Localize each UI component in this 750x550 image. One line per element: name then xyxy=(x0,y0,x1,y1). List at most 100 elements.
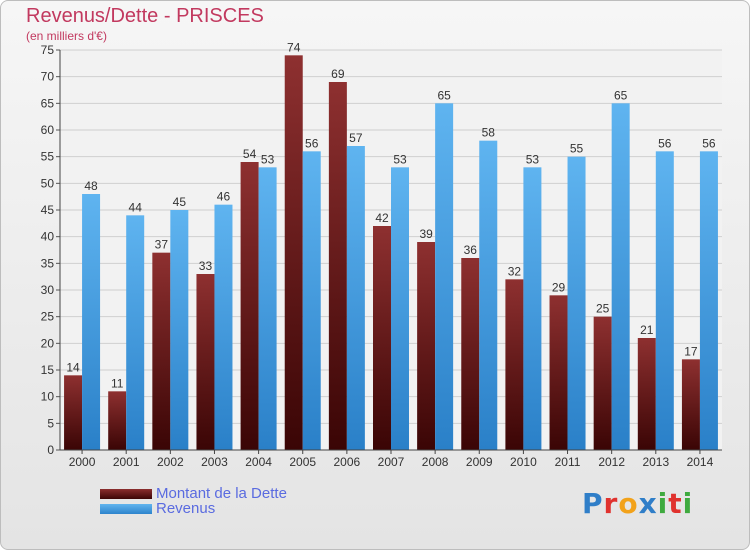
legend-swatch-revenue xyxy=(100,504,152,515)
y-tick-label: 25 xyxy=(41,310,55,324)
y-tick-label: 5 xyxy=(47,416,54,430)
revenue-bar xyxy=(435,103,454,450)
debt-value-label: 39 xyxy=(419,227,433,241)
y-tick-label: 20 xyxy=(41,336,55,350)
debt-value-label: 17 xyxy=(684,344,698,358)
debt-bar xyxy=(681,359,700,450)
revenue-bar xyxy=(523,167,542,451)
chart-legend: Montant de la Dette Revenus xyxy=(100,486,287,516)
y-tick-label: 40 xyxy=(41,230,55,244)
debt-value-label: 29 xyxy=(552,280,566,294)
y-tick-label: 70 xyxy=(41,70,55,84)
x-tick-label: 2006 xyxy=(334,455,361,469)
x-tick-label: 2000 xyxy=(69,455,96,469)
x-tick-label: 2010 xyxy=(510,455,537,469)
x-tick-label: 2003 xyxy=(201,455,228,469)
debt-bar xyxy=(284,55,303,450)
revenue-bar xyxy=(170,210,189,450)
debt-bar xyxy=(549,295,568,450)
logo-letter: i xyxy=(657,487,669,520)
x-tick-label: 2011 xyxy=(555,455,581,469)
debt-bar xyxy=(461,258,480,450)
revenue-bar xyxy=(82,194,101,450)
revenue-bar xyxy=(391,167,409,451)
revenue-value-label: 48 xyxy=(84,179,98,193)
revenue-value-label: 56 xyxy=(658,136,672,150)
logo-letter: o xyxy=(618,487,639,520)
debt-bar xyxy=(593,316,612,450)
y-tick-label: 35 xyxy=(41,256,55,270)
debt-value-label: 33 xyxy=(199,259,213,273)
debt-value-label: 54 xyxy=(243,147,257,161)
revenue-value-label: 53 xyxy=(526,152,540,166)
legend-swatch-debt xyxy=(100,489,152,500)
revenue-bar xyxy=(346,146,365,450)
revenue-bar xyxy=(302,151,321,451)
debt-value-label: 11 xyxy=(111,376,124,390)
proxiti-logo: Proxiti xyxy=(582,487,693,520)
logo-letter: P xyxy=(582,487,604,520)
revenue-value-label: 57 xyxy=(349,131,363,145)
x-tick-label: 2012 xyxy=(598,455,625,469)
debt-bar xyxy=(64,375,83,450)
revenue-bar xyxy=(258,167,277,451)
debt-value-label: 32 xyxy=(508,264,522,278)
legend-label-revenue: Revenus xyxy=(156,500,216,517)
revenue-value-label: 44 xyxy=(129,200,143,214)
y-tick-label: 15 xyxy=(41,363,55,377)
logo-letter: i xyxy=(682,487,694,520)
revenue-bar xyxy=(479,140,498,450)
x-tick-label: 2013 xyxy=(642,455,669,469)
chart-title: Revenus/Dette - PRISCES xyxy=(26,5,264,27)
logo-letter: r xyxy=(603,487,619,520)
y-tick-label: 65 xyxy=(41,96,55,110)
debt-bar xyxy=(196,274,215,450)
revenue-bar xyxy=(611,103,630,450)
debt-bar xyxy=(373,226,391,450)
debt-value-label: 42 xyxy=(375,211,389,225)
legend-item-debt: Montant de la Dette xyxy=(100,486,287,501)
debt-bar xyxy=(240,162,259,450)
y-tick-label: 75 xyxy=(41,43,55,57)
debt-bar xyxy=(417,242,436,450)
x-tick-label: 2009 xyxy=(466,455,493,469)
y-tick-label: 60 xyxy=(41,123,55,137)
revenue-value-label: 45 xyxy=(173,195,187,209)
x-tick-label: 2007 xyxy=(378,455,405,469)
revenue-value-label: 53 xyxy=(393,152,407,166)
logo-letter: x xyxy=(638,487,658,520)
x-tick-label: 2008 xyxy=(422,455,449,469)
y-tick-label: 30 xyxy=(41,283,55,297)
debt-bar xyxy=(108,391,127,450)
x-tick-label: 2002 xyxy=(157,455,184,469)
revenue-bar xyxy=(126,215,145,450)
legend-item-revenue: Revenus xyxy=(100,501,287,516)
revenue-value-label: 53 xyxy=(261,152,275,166)
revenue-value-label: 55 xyxy=(570,142,584,156)
y-tick-label: 50 xyxy=(41,176,55,190)
revenue-bar xyxy=(214,204,233,450)
x-tick-label: 2005 xyxy=(289,455,316,469)
y-tick-label: 10 xyxy=(41,390,55,404)
debt-value-label: 74 xyxy=(287,40,301,54)
debt-value-label: 37 xyxy=(155,238,169,252)
x-tick-label: 2014 xyxy=(687,455,714,469)
revenue-value-label: 58 xyxy=(482,126,496,140)
debt-bar xyxy=(328,82,347,450)
x-tick-label: 2004 xyxy=(245,455,272,469)
revenue-value-label: 46 xyxy=(217,190,231,204)
revenue-bar xyxy=(567,156,586,450)
y-tick-label: 45 xyxy=(41,203,55,217)
revenue-bar xyxy=(699,151,718,451)
debt-bar xyxy=(505,279,524,450)
chart-subtitle: (en milliers d'€) xyxy=(26,29,107,43)
debt-bar xyxy=(152,252,171,450)
revenue-bar xyxy=(655,151,674,451)
revenue-value-label: 65 xyxy=(614,88,628,102)
debt-value-label: 36 xyxy=(464,243,478,257)
revenue-value-label: 56 xyxy=(702,136,716,150)
debt-value-label: 69 xyxy=(331,67,345,81)
logo-letter: t xyxy=(668,487,683,520)
debt-value-label: 25 xyxy=(596,302,610,316)
